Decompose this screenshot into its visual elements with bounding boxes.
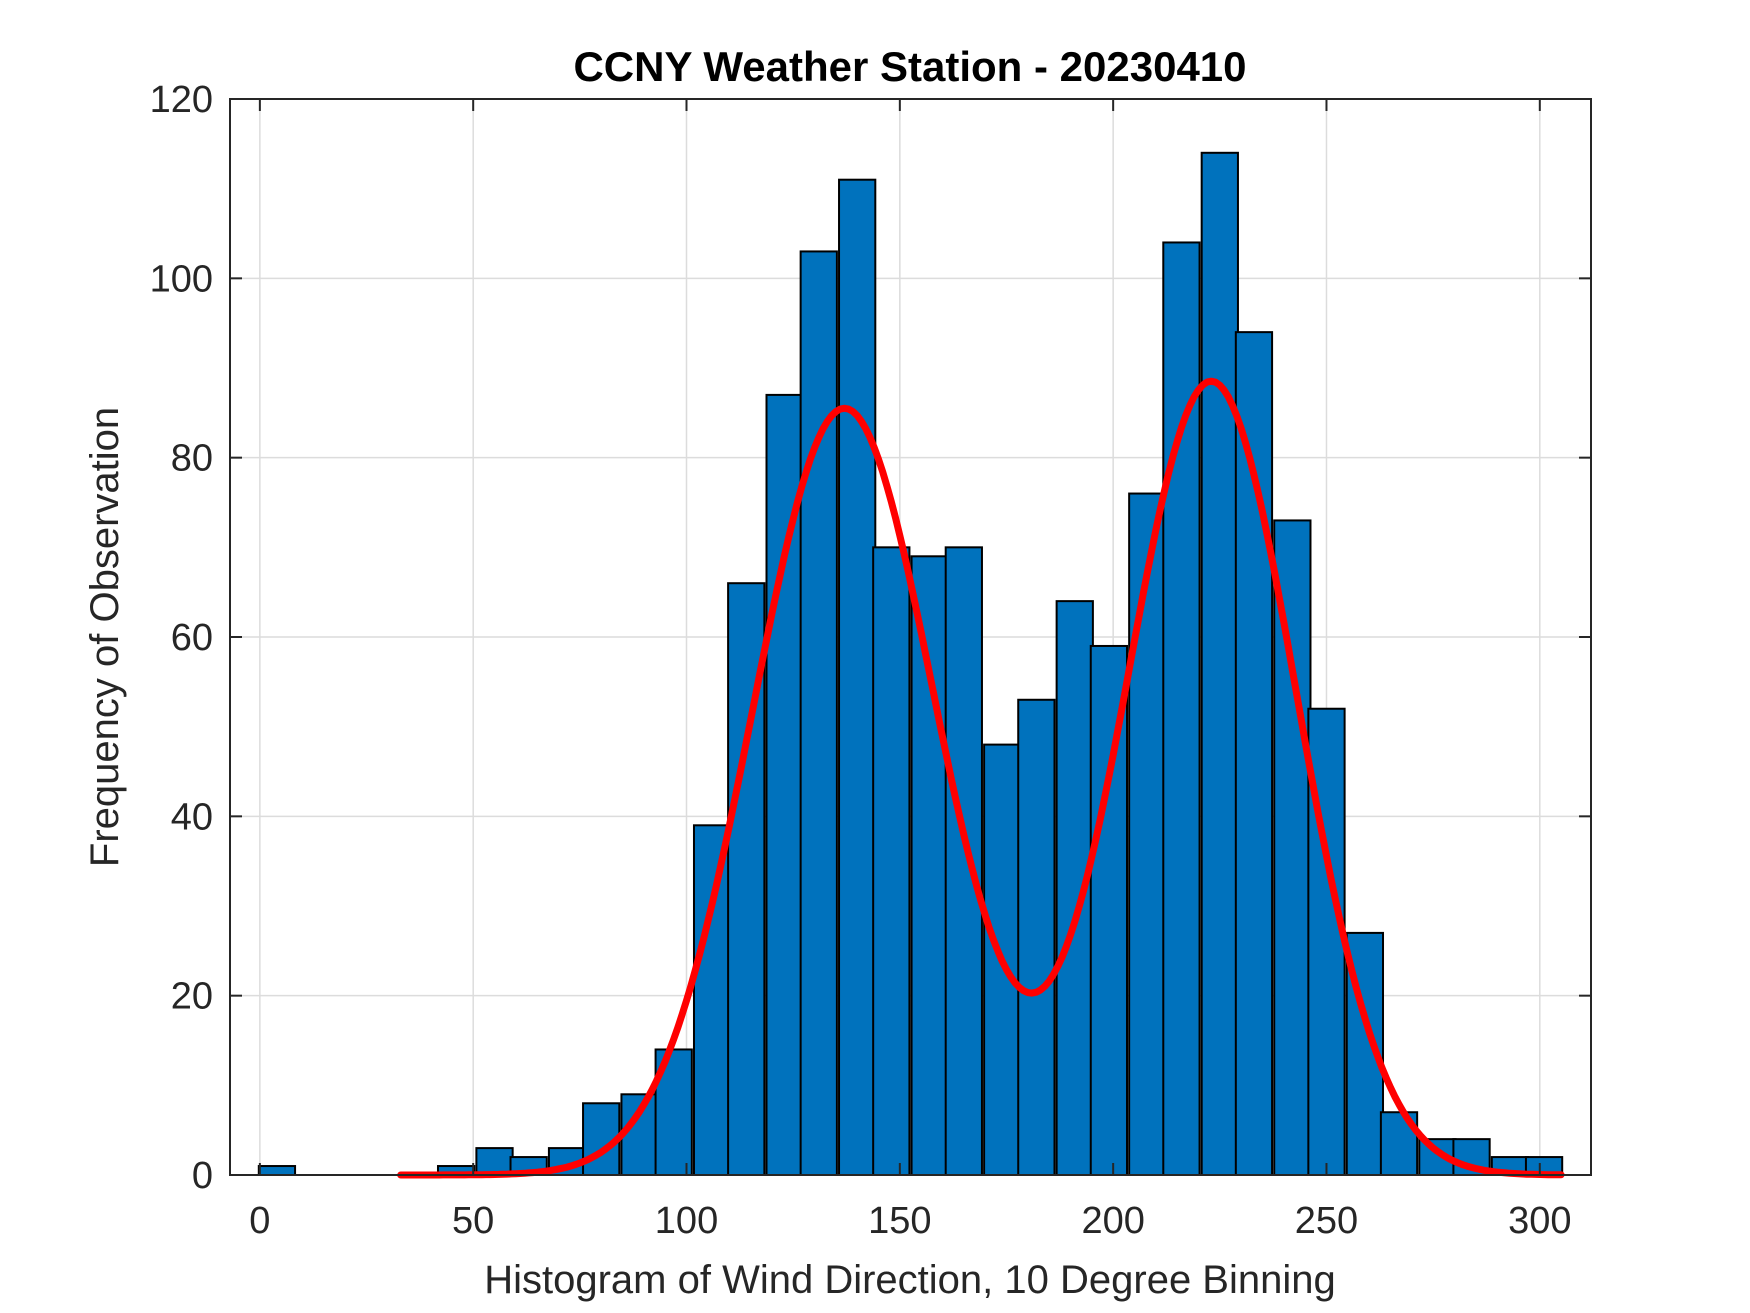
x-tick-label: 200 bbox=[1081, 1200, 1144, 1242]
histogram-bar bbox=[1089, 644, 1129, 1176]
histogram-bar bbox=[1200, 151, 1239, 1177]
histogram-bar bbox=[799, 250, 838, 1176]
x-tick-label: 300 bbox=[1508, 1200, 1571, 1242]
y-tick-label: 80 bbox=[171, 438, 213, 480]
x-axis-label: Histogram of Wind Direction, 10 Degree B… bbox=[484, 1258, 1336, 1302]
x-tick-label: 150 bbox=[868, 1200, 931, 1242]
histogram-bar bbox=[1234, 331, 1274, 1176]
axis-ticks bbox=[230, 98, 1591, 1176]
histogram-bar bbox=[1162, 241, 1201, 1176]
x-tick-label: 250 bbox=[1295, 1200, 1358, 1242]
histogram-bar bbox=[910, 555, 949, 1176]
y-tick-label: 0 bbox=[192, 1155, 213, 1197]
y-tick-label: 100 bbox=[150, 258, 213, 300]
histogram-bar bbox=[944, 546, 983, 1176]
y-tick-label: 40 bbox=[171, 796, 213, 838]
x-tick-label: 100 bbox=[655, 1200, 718, 1242]
y-tick-labels: 0 20 40 60 80 100 120 bbox=[150, 79, 213, 1197]
y-tick-label: 60 bbox=[171, 617, 213, 659]
y-tick-label: 20 bbox=[171, 976, 213, 1018]
histogram-bar bbox=[1273, 519, 1312, 1176]
y-tick-label: 120 bbox=[150, 79, 213, 121]
x-tick-label: 50 bbox=[452, 1200, 494, 1242]
fit-curve bbox=[397, 377, 1565, 1179]
chart-title: CCNY Weather Station - 20230410 bbox=[573, 43, 1246, 90]
histogram-bar bbox=[692, 824, 732, 1176]
histogram-bar bbox=[765, 393, 804, 1176]
histogram-bar bbox=[1128, 492, 1167, 1176]
histogram-bar bbox=[1017, 698, 1056, 1176]
x-tick-labels: 0 50 100 150 200 250 300 bbox=[249, 1200, 1571, 1242]
y-axis-label: Frequency of Observation bbox=[83, 407, 127, 867]
x-tick-label: 0 bbox=[249, 1200, 270, 1242]
histogram-bar bbox=[257, 1165, 297, 1176]
histogram-bar bbox=[872, 546, 911, 1176]
histogram-bar bbox=[838, 178, 877, 1176]
